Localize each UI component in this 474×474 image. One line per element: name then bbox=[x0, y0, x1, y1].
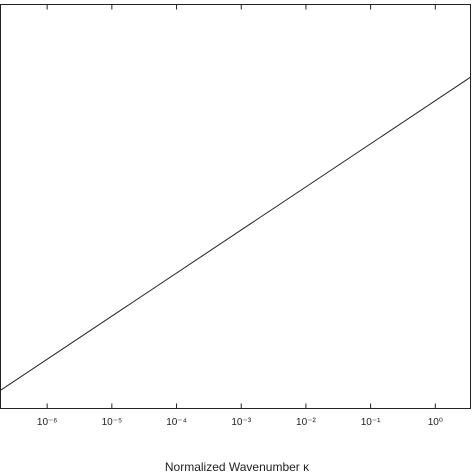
x-tick-label: 10⁻² bbox=[296, 417, 316, 428]
x-tick-label: 10⁻⁵ bbox=[102, 417, 123, 428]
x-tick-label: 10⁰ bbox=[428, 417, 443, 428]
x-tick-label: 10⁻³ bbox=[231, 417, 251, 428]
plot-frame bbox=[0, 4, 471, 409]
data-line bbox=[0, 76, 471, 391]
x-tick-label: 10⁻⁴ bbox=[166, 417, 187, 428]
x-tick-label: 10⁻⁶ bbox=[37, 417, 58, 428]
x-axis-label: Normalized Wavenumber κ bbox=[165, 460, 310, 474]
x-tick-label: 10⁻¹ bbox=[361, 417, 381, 428]
